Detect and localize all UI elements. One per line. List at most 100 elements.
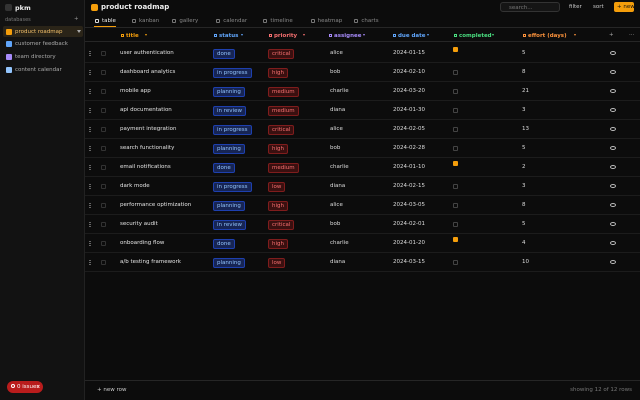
issues-badge[interactable]: 0 issues × <box>7 381 43 393</box>
view-row[interactable] <box>610 184 616 188</box>
tab-label: kanban <box>139 18 160 24</box>
priority-pill: medium <box>268 87 299 97</box>
table-row: performance optimization planning high alic… <box>85 196 640 215</box>
column-icon <box>523 33 526 37</box>
cell-assignee: diana <box>330 183 346 189</box>
drag-handle <box>89 184 91 189</box>
cell-title: security audit <box>120 221 158 227</box>
cell-title: a/b testing framework <box>120 259 181 265</box>
database-item[interactable]: customer feedback <box>3 39 83 50</box>
cell-title: onboarding flow <box>120 240 165 246</box>
status-pill: in progress <box>213 182 252 192</box>
completed-checkbox[interactable] <box>453 108 458 113</box>
table-row: mobile app planning medium charlie 2024-03-2… <box>85 82 640 101</box>
completed-checkbox[interactable] <box>453 89 458 94</box>
completed-checkbox[interactable] <box>453 146 458 151</box>
view-row[interactable] <box>610 260 616 264</box>
cell-effort: 8 <box>522 69 526 75</box>
add-row[interactable]: + new row <box>97 387 127 393</box>
table-row: dashboard analytics in progress high bob 202… <box>85 63 640 82</box>
row-select[interactable] <box>101 203 106 208</box>
row-select[interactable] <box>101 70 106 75</box>
completed-checkbox[interactable] <box>453 47 458 52</box>
status-pill: planning <box>213 87 245 97</box>
database-item[interactable]: team directory <box>3 51 83 62</box>
column-label[interactable]: priority <box>274 32 298 39</box>
row-select[interactable] <box>101 241 106 246</box>
database-icon <box>6 66 12 73</box>
database-item[interactable]: content calendar <box>3 64 83 75</box>
cell-effort: 4 <box>522 240 526 246</box>
row-select[interactable] <box>101 184 106 189</box>
cell-due-date: 2024-02-10 <box>393 69 425 75</box>
row-select[interactable] <box>101 127 106 132</box>
sort-indicator <box>491 34 494 36</box>
tab-icon <box>95 19 99 23</box>
column-label[interactable]: effort (days) <box>528 32 567 39</box>
completed-checkbox[interactable] <box>453 222 458 227</box>
column-icon <box>393 33 396 37</box>
view-row[interactable] <box>610 165 616 169</box>
row-select[interactable] <box>101 89 106 94</box>
column-label[interactable]: assignee <box>334 32 362 39</box>
view-row[interactable] <box>610 222 616 226</box>
sort-button[interactable]: sort <box>593 4 604 10</box>
search-box[interactable]: search... <box>500 2 560 12</box>
add-database[interactable]: + <box>74 16 79 22</box>
view-row[interactable] <box>610 70 616 74</box>
view-row[interactable] <box>610 203 616 207</box>
view-row[interactable] <box>610 108 616 112</box>
search-placeholder: search... <box>509 5 533 11</box>
completed-checkbox[interactable] <box>453 161 458 166</box>
completed-checkbox[interactable] <box>453 203 458 208</box>
tab[interactable]: table <box>94 16 116 27</box>
tab[interactable]: kanban <box>131 16 159 27</box>
column-label[interactable]: completed <box>459 32 492 39</box>
main: product roadmap search... filter sort + … <box>85 0 640 400</box>
database-label: customer feedback <box>15 41 68 48</box>
row-select[interactable] <box>101 51 106 56</box>
expand-arrow <box>77 29 81 33</box>
row-select[interactable] <box>101 165 106 170</box>
sort-indicator <box>145 34 147 36</box>
completed-checkbox[interactable] <box>453 70 458 75</box>
view-row[interactable] <box>610 89 616 93</box>
column-label[interactable]: title <box>126 32 139 39</box>
drag-handle <box>89 51 91 56</box>
database-item[interactable]: product roadmap <box>3 26 83 37</box>
column-label[interactable]: due date <box>398 32 426 39</box>
drag-handle <box>89 165 91 170</box>
issues-close[interactable]: × <box>36 384 41 390</box>
drag-handle <box>89 70 91 75</box>
tab[interactable]: charts <box>353 16 379 27</box>
completed-checkbox[interactable] <box>453 127 458 132</box>
cell-due-date: 2024-01-20 <box>393 240 425 246</box>
row-select[interactable] <box>101 108 106 113</box>
row-select[interactable] <box>101 222 106 227</box>
cell-assignee: alice <box>330 202 343 208</box>
row-select[interactable] <box>101 260 106 265</box>
tab[interactable]: heatmap <box>310 16 342 27</box>
completed-checkbox[interactable] <box>453 260 458 265</box>
row-select[interactable] <box>101 146 106 151</box>
view-row[interactable] <box>610 146 616 150</box>
cell-title: api documentation <box>120 107 172 113</box>
view-row[interactable] <box>610 241 616 245</box>
more-menu[interactable]: ··· <box>629 32 635 38</box>
new-button[interactable]: + new <box>614 2 635 12</box>
tab[interactable]: calendar <box>215 16 247 27</box>
cell-effort: 5 <box>522 145 526 151</box>
add-column[interactable]: + <box>609 32 614 38</box>
tab[interactable]: timeline <box>262 16 293 27</box>
completed-checkbox[interactable] <box>453 237 458 242</box>
view-row[interactable] <box>610 127 616 131</box>
column-label[interactable]: status <box>219 32 239 39</box>
tab-label: gallery <box>179 18 199 24</box>
sort-indicator <box>574 34 577 36</box>
status-pill: in progress <box>213 125 252 135</box>
table-header: title status priority assignee due date compl… <box>85 29 640 42</box>
filter-button[interactable]: filter <box>569 4 582 10</box>
tab[interactable]: gallery <box>171 16 198 27</box>
completed-checkbox[interactable] <box>453 184 458 189</box>
view-row[interactable] <box>610 51 616 55</box>
